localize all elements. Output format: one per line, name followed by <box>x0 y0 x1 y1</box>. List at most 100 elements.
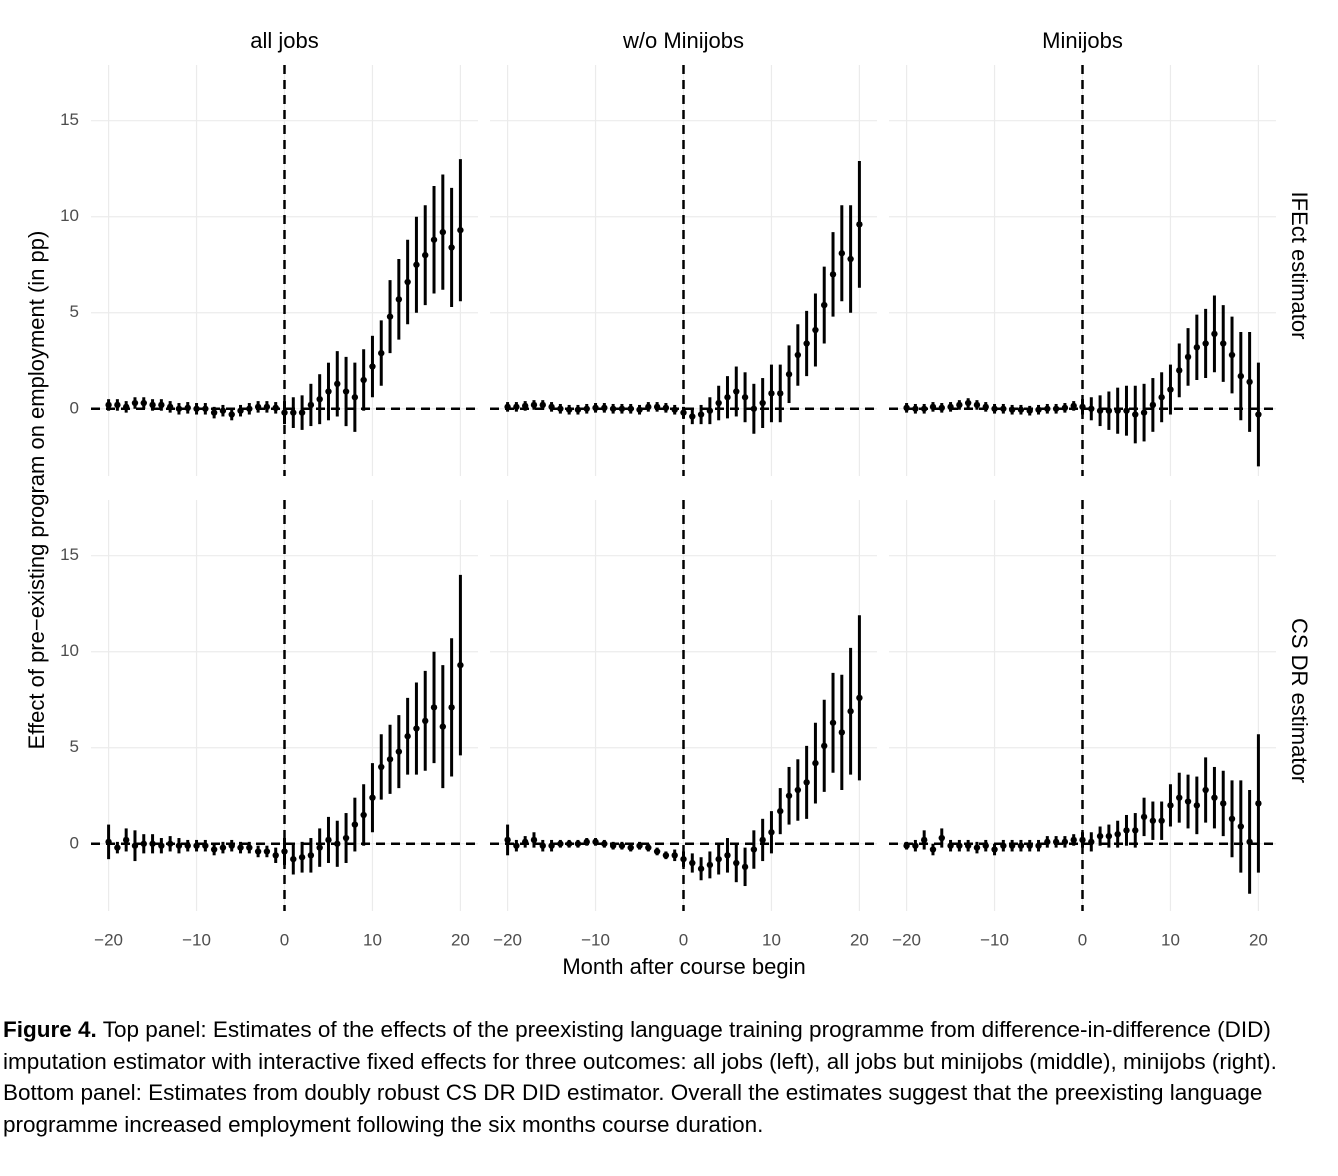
point <box>272 404 279 412</box>
point <box>1184 798 1192 805</box>
point <box>653 848 661 855</box>
point <box>548 842 555 849</box>
point <box>1184 353 1192 361</box>
point <box>982 842 989 849</box>
x-tick-label: 20 <box>1249 930 1268 949</box>
point <box>759 399 766 407</box>
point <box>1176 794 1183 801</box>
point <box>956 401 963 409</box>
point <box>1246 838 1253 846</box>
point <box>237 407 244 414</box>
point <box>706 407 714 414</box>
point <box>369 363 376 370</box>
point <box>1044 838 1051 846</box>
point <box>1052 405 1060 412</box>
point <box>193 842 200 849</box>
point <box>263 403 271 411</box>
point <box>193 405 200 412</box>
point <box>1237 823 1245 830</box>
point <box>627 844 634 851</box>
point <box>1079 403 1086 411</box>
caption-label: Figure 4. <box>3 1017 97 1042</box>
point <box>246 844 253 851</box>
point <box>272 852 279 859</box>
point <box>1237 372 1245 380</box>
point <box>1088 405 1095 412</box>
point <box>1008 842 1016 849</box>
point <box>513 403 520 411</box>
caption: Figure 4. Top panel: Estimates of the eff… <box>3 1014 1333 1140</box>
point <box>759 836 766 844</box>
point <box>513 842 520 849</box>
point <box>821 742 828 750</box>
y-tick-label: 10 <box>60 206 79 225</box>
point <box>1017 842 1025 849</box>
point <box>422 251 429 259</box>
point <box>982 403 989 411</box>
point <box>539 842 546 849</box>
point <box>158 842 165 849</box>
point <box>653 403 661 411</box>
point <box>903 404 910 412</box>
y-tick-label: 15 <box>60 545 79 564</box>
point <box>777 390 784 397</box>
point <box>733 859 740 867</box>
point <box>404 733 411 740</box>
y-tick-label: 0 <box>70 398 79 417</box>
point <box>785 371 793 378</box>
point <box>1228 351 1236 359</box>
y-tick-label: 5 <box>70 737 79 756</box>
point <box>530 836 538 844</box>
point <box>325 836 332 844</box>
point <box>395 748 403 755</box>
point <box>956 842 963 849</box>
point <box>1246 378 1253 386</box>
point <box>689 413 696 420</box>
point <box>1149 401 1157 409</box>
x-tick-label: 0 <box>280 930 289 949</box>
point <box>803 340 810 347</box>
point <box>733 388 740 395</box>
point <box>404 278 411 286</box>
point <box>1061 838 1069 846</box>
point <box>237 844 244 851</box>
point <box>991 846 998 853</box>
point <box>369 794 376 801</box>
point <box>592 404 599 412</box>
point <box>184 842 191 849</box>
point <box>539 401 546 409</box>
point <box>1079 836 1086 844</box>
point <box>1158 394 1165 401</box>
point <box>1255 800 1262 807</box>
point <box>671 406 678 413</box>
point <box>430 704 438 711</box>
point <box>1202 340 1209 347</box>
point <box>1140 813 1148 821</box>
point <box>1193 344 1201 351</box>
point <box>548 403 555 411</box>
point <box>140 840 147 847</box>
point <box>131 399 139 407</box>
point <box>228 411 235 418</box>
point <box>149 840 156 847</box>
x-tick-label: −20 <box>892 930 921 949</box>
point <box>351 394 359 401</box>
point <box>856 221 863 228</box>
point <box>114 844 121 851</box>
point <box>202 842 209 849</box>
point <box>645 844 652 851</box>
x-tick-label: −20 <box>94 930 123 949</box>
point <box>334 840 341 847</box>
x-tick-label: 20 <box>850 930 869 949</box>
point <box>680 409 687 416</box>
x-tick-label: −10 <box>581 930 610 949</box>
point <box>715 399 722 407</box>
point <box>938 404 945 412</box>
point <box>947 842 954 849</box>
point <box>565 406 573 413</box>
point <box>583 838 590 846</box>
point <box>254 403 262 411</box>
point <box>912 405 919 412</box>
point <box>812 326 819 334</box>
